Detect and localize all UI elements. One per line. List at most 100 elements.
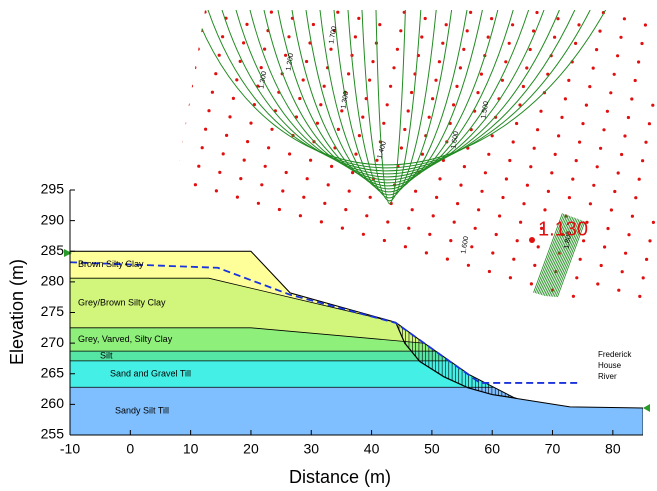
trial-center	[476, 91, 480, 95]
contour-line	[544, 217, 575, 298]
trial-center	[557, 134, 561, 138]
trial-center	[504, 177, 508, 181]
contour-line	[193, 10, 607, 166]
boundary-marker	[643, 404, 650, 412]
trial-center	[556, 17, 560, 21]
trial-center	[389, 84, 393, 88]
trial-center	[382, 121, 386, 125]
trial-center	[235, 195, 239, 199]
trial-center	[512, 257, 516, 261]
contour-line	[249, 10, 545, 178]
trial-center	[347, 72, 351, 76]
trial-center	[267, 263, 271, 267]
trial-center	[298, 214, 302, 218]
contour-label: 1.200	[285, 53, 295, 72]
trial-center	[420, 152, 424, 156]
trial-center	[340, 226, 344, 230]
trial-center	[292, 251, 296, 255]
annotation: House	[598, 361, 622, 370]
trial-center	[463, 282, 467, 286]
trial-center	[577, 23, 581, 27]
trial-center	[353, 35, 357, 39]
trial-center	[473, 226, 477, 230]
trial-center	[245, 22, 249, 26]
trial-center	[588, 202, 593, 206]
trial-center	[553, 35, 557, 39]
trial-center	[183, 121, 187, 125]
trial-center	[407, 226, 411, 230]
trial-center	[648, 239, 652, 243]
contour-line	[333, 10, 453, 196]
contour-line	[541, 216, 572, 297]
trial-center	[466, 263, 470, 267]
y-tick-label: 270	[41, 334, 65, 350]
trial-center	[462, 47, 466, 52]
contour-label: 1.300	[340, 91, 350, 110]
trial-center	[539, 109, 543, 113]
trial-center	[393, 300, 397, 304]
contour-label: 1.600	[460, 236, 470, 255]
trial-center	[529, 165, 533, 169]
trial-center	[515, 239, 519, 243]
soil-layer	[70, 386, 643, 435]
trial-center	[465, 29, 469, 33]
y-tick-label: 260	[41, 395, 65, 411]
trial-center	[613, 189, 617, 194]
trial-center	[305, 59, 309, 64]
trial-center	[490, 134, 494, 138]
trial-center	[355, 269, 359, 273]
trial-center	[274, 226, 278, 230]
trial-center	[651, 220, 655, 224]
trial-center	[196, 47, 200, 51]
trial-center	[455, 84, 459, 88]
trial-center	[560, 115, 564, 119]
trial-center	[424, 251, 428, 255]
trial-center	[365, 214, 369, 218]
trial-center	[334, 263, 338, 267]
trial-center	[397, 282, 401, 286]
trial-center	[361, 115, 365, 119]
trial-center	[378, 23, 382, 27]
trial-center	[510, 23, 515, 27]
layer-label: Grey/Brown Silty Clay	[78, 297, 166, 307]
trial-center	[609, 91, 613, 95]
trial-center	[344, 208, 348, 212]
trial-center	[298, 96, 302, 101]
trial-center	[525, 183, 530, 187]
trial-center	[504, 60, 508, 64]
trial-center	[532, 146, 536, 150]
trial-center	[221, 35, 225, 39]
trial-center	[330, 164, 334, 168]
y-tick-label: 280	[41, 273, 65, 289]
trial-center	[634, 196, 638, 200]
trial-center	[536, 128, 540, 132]
trial-center	[288, 269, 292, 273]
trial-center	[399, 146, 403, 150]
trial-center	[616, 171, 620, 175]
trial-center	[543, 208, 547, 212]
trial-center	[189, 84, 193, 88]
trial-center	[200, 146, 204, 150]
trial-center	[190, 201, 194, 205]
contour-line	[347, 10, 437, 199]
trial-center	[305, 177, 309, 181]
trial-center	[487, 152, 491, 156]
trial-center	[605, 109, 610, 113]
trial-center	[599, 263, 603, 268]
contour-line	[277, 10, 514, 184]
trial-center	[518, 103, 522, 107]
trial-center	[494, 232, 498, 237]
trial-center	[277, 207, 281, 212]
trial-center	[507, 41, 511, 45]
trial-center	[210, 90, 214, 94]
trial-center	[175, 41, 179, 45]
trial-center	[452, 220, 456, 224]
trial-center	[253, 220, 257, 224]
contour-line	[537, 214, 568, 295]
piezometric-line	[69, 261, 580, 384]
trial-center	[592, 183, 596, 187]
trial-center	[526, 300, 530, 304]
x-tick-label: 30	[303, 441, 319, 457]
annotation: River	[598, 372, 617, 381]
